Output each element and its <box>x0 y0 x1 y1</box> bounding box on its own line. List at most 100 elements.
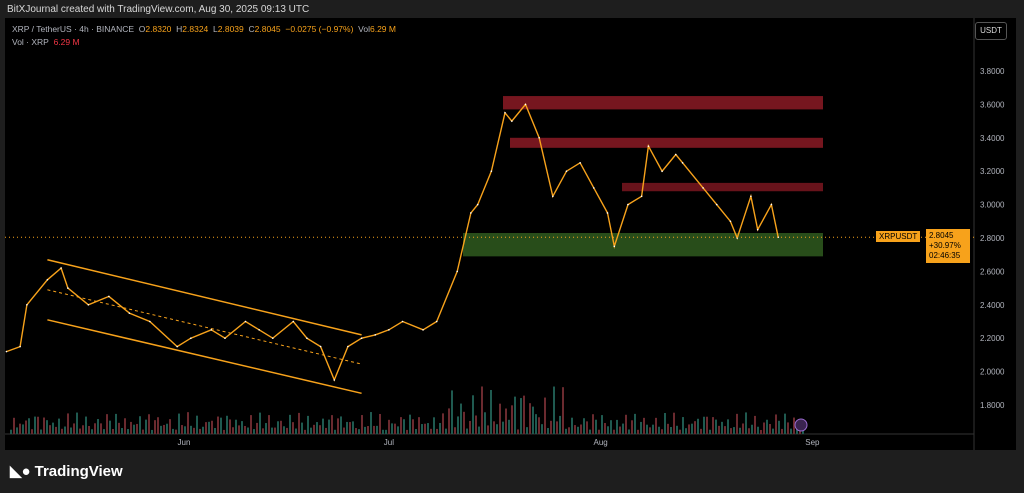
price-point <box>360 337 363 340</box>
volume-bar <box>334 429 336 434</box>
volume-bar <box>232 427 234 434</box>
volume-bar <box>226 415 228 434</box>
volume-bar <box>445 428 447 434</box>
volume-bar <box>187 412 189 434</box>
volume-bar <box>211 420 213 434</box>
volume-bar <box>277 421 279 434</box>
y-tick-label: 2.4000 <box>980 301 1005 310</box>
volume-bar <box>583 418 585 434</box>
price-point <box>19 345 21 348</box>
volume-bar <box>160 425 162 434</box>
volume-bar <box>124 418 126 434</box>
volume-bar <box>22 424 24 434</box>
volume-bar <box>709 429 711 434</box>
price-chart[interactable]: 3.8000 3.6000 3.4000 3.2000 3.0000 2.8000 2.60… <box>5 18 1016 450</box>
volume-bar <box>376 425 378 434</box>
chart-credit: BitXJournal created with TradingView.com… <box>7 4 310 15</box>
volume-bar <box>163 424 165 434</box>
last-price: 2.8045 <box>929 231 954 240</box>
price-point <box>210 329 213 331</box>
price-point <box>702 187 704 189</box>
volume-bar <box>259 412 261 434</box>
volume-bar <box>64 426 66 434</box>
volume-bar <box>352 421 354 434</box>
price-point <box>244 320 247 323</box>
volume-bar <box>349 422 351 434</box>
volume-bar <box>457 416 459 434</box>
volume-bar <box>313 424 315 434</box>
price-point <box>422 329 424 331</box>
volume-bar <box>559 415 561 434</box>
volume-bar <box>400 417 402 434</box>
volume-bar <box>379 413 381 434</box>
volume-bar <box>433 417 435 434</box>
y-tick-label: 2.0000 <box>980 368 1005 377</box>
volume-bar <box>430 428 432 434</box>
volume-bar <box>517 429 519 434</box>
volume-bar <box>484 412 486 434</box>
volume-bar <box>205 422 207 434</box>
volume-bar <box>775 414 777 434</box>
volume-bar <box>412 419 414 434</box>
volume-bar <box>202 426 204 434</box>
price-point <box>490 170 493 172</box>
volume-bar <box>331 415 333 434</box>
volume-bar <box>721 421 723 434</box>
volume-bar <box>253 429 255 434</box>
currency-button[interactable]: USDT <box>975 22 1007 40</box>
price-point <box>292 320 295 323</box>
volume-bar <box>256 422 258 434</box>
volume-bar <box>703 416 705 434</box>
h-label: H <box>176 24 183 34</box>
volume-bar <box>130 421 132 434</box>
volume-bar <box>424 423 426 434</box>
symbol-tag: XRPUSDT <box>876 231 921 242</box>
price-point <box>681 162 684 164</box>
channel-lower-line <box>47 319 362 395</box>
price-point <box>176 345 178 348</box>
volume-bar <box>544 397 546 434</box>
price-point <box>401 320 404 323</box>
volume-bar <box>79 428 81 434</box>
chart-area[interactable]: 3.8000 3.6000 3.4000 3.2000 3.0000 2.8000 2.60… <box>5 18 1016 450</box>
supply-zone <box>510 137 823 148</box>
volume-bar <box>562 387 564 434</box>
price-point <box>108 295 110 298</box>
price-change: +30.97% <box>929 241 961 250</box>
volume-bar <box>667 423 669 434</box>
volume-bar <box>487 425 489 434</box>
volume-bar <box>280 420 282 434</box>
volume-bar <box>778 420 780 434</box>
volume-bar <box>361 415 363 434</box>
volume-bar <box>307 415 309 434</box>
volume-bar <box>460 403 462 434</box>
volume-bar <box>169 419 171 434</box>
volume-bar <box>550 420 552 434</box>
supply-zone <box>622 182 823 192</box>
y-tick-label: 3.0000 <box>980 201 1005 210</box>
symbol[interactable]: XRP / TetherUS · 4h · BINANCE <box>12 24 135 34</box>
volume-bar <box>598 429 600 434</box>
vol-indicator-label[interactable]: Vol · XRP <box>12 37 49 47</box>
volume-bar <box>49 425 51 434</box>
volume-bar <box>781 428 783 434</box>
volume-bar <box>439 422 441 434</box>
price-point <box>258 329 260 331</box>
volume-bar <box>217 416 219 434</box>
volume-bar <box>697 418 699 434</box>
volume-bar <box>109 420 111 434</box>
volume-bar <box>286 427 288 434</box>
price-point <box>67 287 69 289</box>
volume-bar <box>505 408 507 434</box>
tradingview-logo[interactable]: ◣● TradingView <box>10 462 123 481</box>
price-point <box>60 267 62 269</box>
volume-bar <box>619 426 621 434</box>
volume-bar <box>637 429 639 434</box>
volume-bar <box>718 425 720 434</box>
volume-bar <box>547 428 549 434</box>
volume-bar <box>115 413 117 434</box>
volume-bar <box>28 418 30 434</box>
volume-bar <box>370 412 372 434</box>
volume-bar <box>466 428 468 434</box>
price-point <box>435 320 438 323</box>
